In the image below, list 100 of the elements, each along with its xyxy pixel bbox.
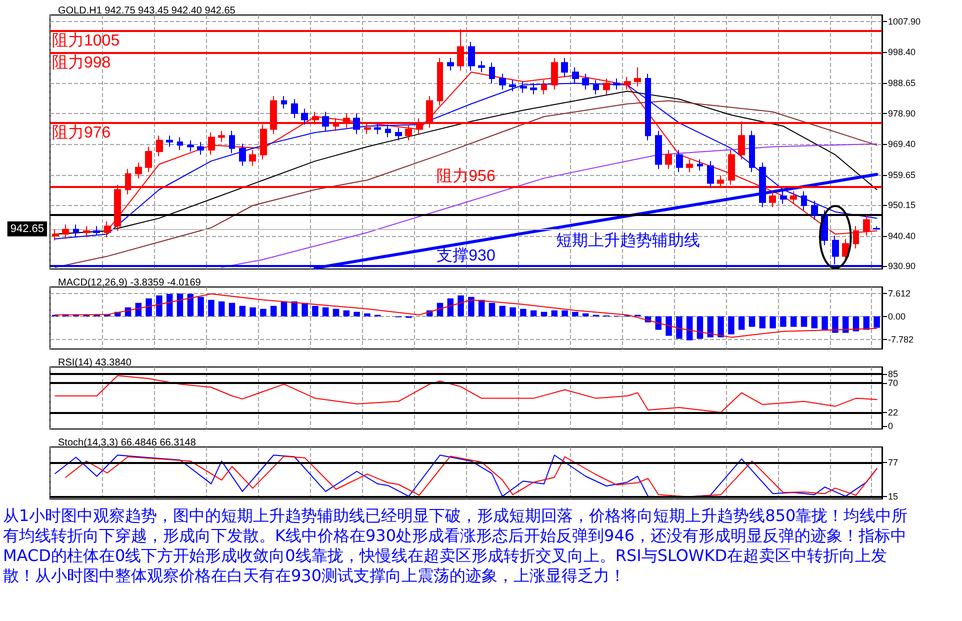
- ref-line-label: 阻力976: [52, 123, 111, 142]
- bar: [666, 316, 672, 336]
- bar: [322, 307, 329, 316]
- bar: [738, 316, 745, 330]
- bar: [280, 301, 288, 316]
- bar: [540, 312, 548, 316]
- candlestick: [489, 62, 495, 84]
- bar: [198, 296, 204, 316]
- y-tick-label: 22: [888, 407, 898, 418]
- series-label: 短期上升趋势辅助线: [556, 232, 700, 250]
- line-series: [54, 293, 878, 338]
- candlestick: [395, 127, 402, 141]
- y-tick-label: 15: [888, 491, 898, 502]
- bar: [748, 316, 756, 327]
- bar: [447, 298, 454, 316]
- bar: [499, 306, 506, 316]
- candlestick: [218, 130, 225, 142]
- bar: [832, 316, 838, 333]
- candlestick: [499, 73, 506, 90]
- candlestick: [197, 142, 204, 156]
- bar: [780, 316, 786, 327]
- bar: [696, 316, 704, 339]
- candlestick: [603, 78, 610, 95]
- candlestick: [145, 146, 152, 173]
- bar: [260, 308, 266, 316]
- bar: [842, 316, 849, 333]
- y-tick-label: 930.90: [888, 261, 916, 272]
- candlestick: [697, 158, 703, 172]
- y-tick-label: 70: [888, 378, 898, 388]
- bar: [187, 294, 194, 316]
- candlestick: [801, 190, 807, 211]
- bar: [343, 310, 350, 316]
- y-tick-label: 940.40: [888, 230, 916, 241]
- candlestick: [52, 228, 59, 241]
- bar: [332, 308, 340, 316]
- candlestick: [749, 130, 755, 173]
- bar: [520, 308, 526, 316]
- ref-line-label: 支撑930: [436, 246, 496, 264]
- y-tick-label: 950.15: [888, 200, 916, 210]
- bar: [218, 301, 225, 316]
- y-tick-label: 998.40: [888, 46, 916, 57]
- candlestick: [624, 76, 631, 90]
- candlestick: [468, 41, 475, 72]
- candlestick: [322, 111, 329, 132]
- bar: [312, 306, 318, 316]
- bar: [156, 295, 162, 316]
- y-tick-label: 7.612: [888, 288, 911, 299]
- bar: [582, 313, 589, 316]
- candlestick: [634, 66, 641, 87]
- y-tick-label: 0: [888, 420, 894, 431]
- candlestick: [208, 132, 215, 156]
- chart-title: Stoch(14,3,3) 66.4846 66.3148: [58, 438, 196, 448]
- candlestick: [239, 143, 246, 166]
- bar: [811, 316, 818, 328]
- candlestick: [301, 108, 308, 126]
- candlestick: [478, 60, 485, 73]
- candlestick: [93, 226, 100, 236]
- chart-title: GOLD.H1 942.75 943.45 942.40 942.65: [58, 6, 236, 16]
- bar: [718, 316, 724, 338]
- ref-line-label: 阻力956: [436, 166, 496, 185]
- candlestick: [156, 135, 163, 157]
- bar: [478, 300, 485, 316]
- bar: [468, 296, 474, 316]
- candlestick: [249, 149, 256, 166]
- y-tick-label: 969.40: [888, 138, 916, 149]
- bar: [458, 295, 464, 316]
- bar: [354, 312, 360, 316]
- bar: [562, 310, 568, 316]
- bar: [728, 316, 734, 334]
- y-tick-label: 959.65: [888, 170, 916, 180]
- bar: [270, 306, 277, 316]
- candlestick: [541, 80, 547, 95]
- bar: [707, 316, 714, 338]
- y-tick-label: 988.65: [888, 78, 916, 88]
- candlestick: [561, 57, 568, 78]
- bar: [291, 301, 298, 316]
- line-series: [221, 143, 878, 268]
- bar: [530, 310, 537, 316]
- bar: [239, 306, 246, 316]
- bar: [302, 302, 308, 316]
- bar: [146, 298, 152, 316]
- chart-title: MACD(12,26,9) -3.8359 -4.0169: [58, 278, 202, 288]
- bar: [551, 310, 558, 316]
- bar: [572, 312, 578, 316]
- ref-line-label: 阻力1005: [52, 31, 120, 50]
- y-tick-label: 978.90: [888, 108, 916, 119]
- chart-title: RSI(14) 43.3840: [58, 358, 132, 368]
- line-series: [54, 100, 878, 268]
- candlestick: [187, 140, 194, 152]
- y-tick-label: 77: [888, 458, 898, 468]
- bar: [800, 316, 808, 327]
- candlestick: [811, 200, 818, 220]
- ref-line-label: 阻力998: [52, 54, 111, 72]
- bar: [166, 294, 173, 316]
- bar: [510, 307, 516, 316]
- bar: [770, 316, 776, 328]
- bar: [488, 302, 496, 316]
- ref-line-label: 942.65: [10, 222, 44, 235]
- bar: [676, 316, 682, 339]
- bar: [208, 300, 214, 316]
